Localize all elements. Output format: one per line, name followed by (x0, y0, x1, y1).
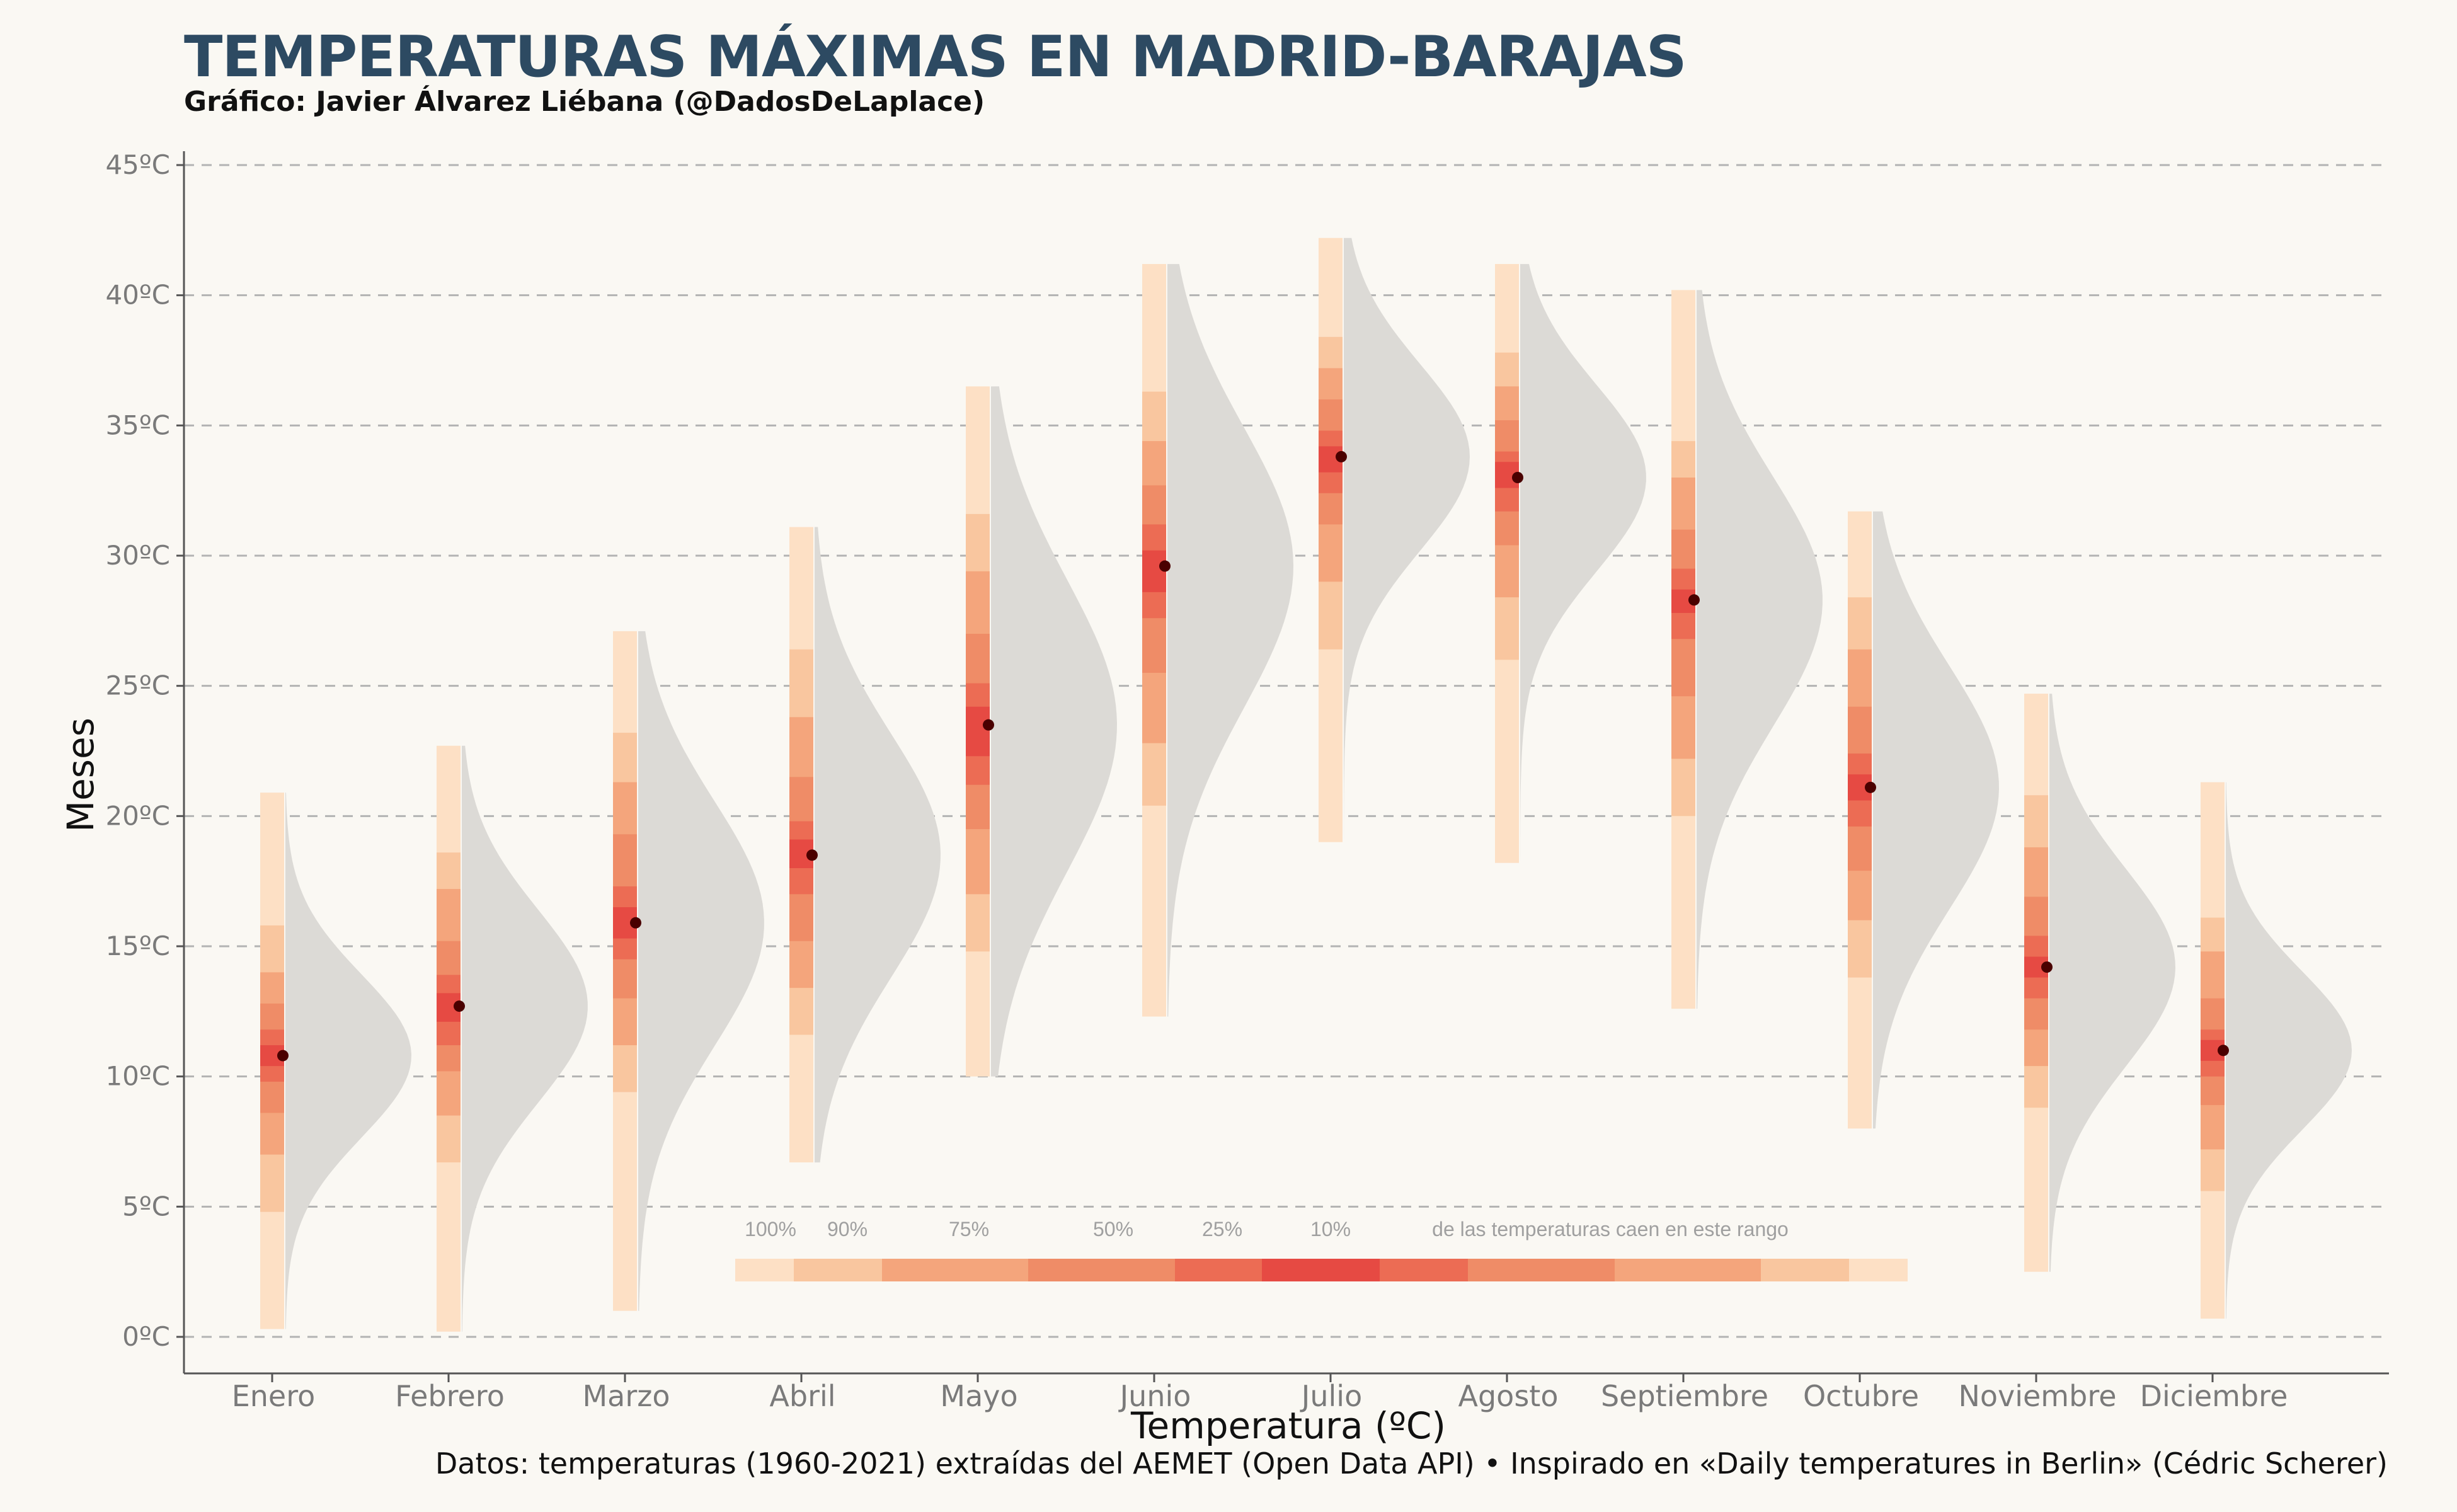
y-tick-label: 0ºC (122, 1321, 170, 1352)
median-dot (1159, 560, 1171, 572)
density-curve-noviembre (2049, 694, 2175, 1272)
x-tick-label: Septiembre (1601, 1379, 1768, 1413)
legend: 100% 90% 75% 50% 25% 10% de las temperaturas c… (735, 1218, 1908, 1281)
x-tick-label: Junio (1118, 1379, 1191, 1413)
x-tick-label: Abril (769, 1379, 835, 1413)
chart-title: TEMPERATURAS MÁXIMAS EN MADRID-BARAJAS (184, 24, 1687, 90)
legend-swatch (1380, 1259, 1468, 1281)
legend-swatch (1468, 1259, 1615, 1281)
y-tick-label: 20ºC (105, 800, 170, 831)
y-axis-title: Meses (59, 718, 102, 832)
y-tick-label: 35ºC (105, 410, 170, 440)
density-curve-mayo (991, 386, 1117, 1077)
median-dot (806, 849, 818, 861)
interval-band-10 (966, 706, 990, 757)
density-curve-septiembre (1697, 290, 1823, 1009)
legend-swatch (1175, 1259, 1262, 1281)
legend-swatch (1615, 1259, 1761, 1281)
density-curve-diciembre (2226, 782, 2352, 1319)
legend-label: 75% (949, 1218, 989, 1240)
x-tick-label: Noviembre (1958, 1379, 2116, 1413)
y-tick-label: 10ºC (105, 1061, 170, 1092)
legend-swatch (735, 1259, 794, 1281)
legend-swatch (1849, 1259, 1908, 1281)
density-curve-julio (1344, 238, 1470, 842)
density-curve-octubre (1873, 511, 1999, 1129)
legend-label: 50% (1093, 1218, 1133, 1240)
median-dot (2218, 1045, 2229, 1057)
y-tick-label: 30ºC (105, 540, 170, 571)
x-axis-title: Temperatura (ºC) (1130, 1404, 1446, 1447)
density-curve-abril (815, 527, 941, 1163)
y-tick-label: 45ºC (105, 149, 170, 180)
x-tick-label: Marzo (582, 1379, 670, 1413)
density-curve-agosto (1520, 264, 1646, 863)
legend-swatch (794, 1259, 882, 1281)
median-dot (983, 719, 994, 731)
legend-swatch (1028, 1259, 1175, 1281)
legend-label: 100% (745, 1218, 796, 1240)
density-curves (285, 238, 2352, 1332)
legend-swatch (1262, 1259, 1380, 1281)
x-tick-label: Diciembre (2140, 1379, 2288, 1413)
chart-caption: Datos: temperaturas (1960-2021) extraída… (435, 1446, 2388, 1480)
legend-label: 10% (1310, 1218, 1351, 1240)
interval-bars (260, 238, 2229, 1332)
median-dot (630, 917, 641, 929)
median-dot (1336, 450, 1347, 462)
legend-swatch (882, 1259, 1028, 1281)
median-dot (1688, 594, 1700, 606)
median-dot (277, 1050, 289, 1062)
x-tick-label: Febrero (395, 1379, 505, 1413)
x-tick-label: Mayo (940, 1379, 1017, 1413)
y-tick-label: 25ºC (105, 670, 170, 701)
density-curve-enero (285, 793, 411, 1329)
y-tick-label: 15ºC (105, 931, 170, 961)
y-tick-label: 5ºC (122, 1191, 170, 1222)
x-tick-label: Octubre (1803, 1379, 1919, 1413)
x-tick-label: Agosto (1458, 1379, 1559, 1413)
legend-label: 25% (1202, 1218, 1242, 1240)
x-tick-label: Enero (232, 1379, 316, 1413)
legend-label: 90% (827, 1218, 868, 1240)
y-tick-label: 40ºC (105, 280, 170, 311)
density-curve-febrero (462, 745, 588, 1332)
median-dot (2041, 961, 2053, 973)
chart-subtitle: Gráfico: Javier Álvarez Liébana (@DadosD… (184, 86, 985, 118)
legend-note: de las temperaturas caen en este rango (1432, 1218, 1789, 1240)
axes: 0ºC 5ºC 10ºC 15ºC 20ºC 25ºC 30ºC 35ºC 40ºC 45ºC En… (105, 149, 2389, 1413)
median-dot (454, 1000, 465, 1012)
density-curve-junio (1167, 264, 1293, 1017)
interval-band-10 (1142, 550, 1166, 592)
legend-swatch (1761, 1259, 1849, 1281)
density-curve-marzo (638, 631, 764, 1311)
x-tick-label: Julio (1300, 1379, 1362, 1413)
median-dot (1865, 781, 1876, 793)
median-dot (1512, 472, 1523, 483)
